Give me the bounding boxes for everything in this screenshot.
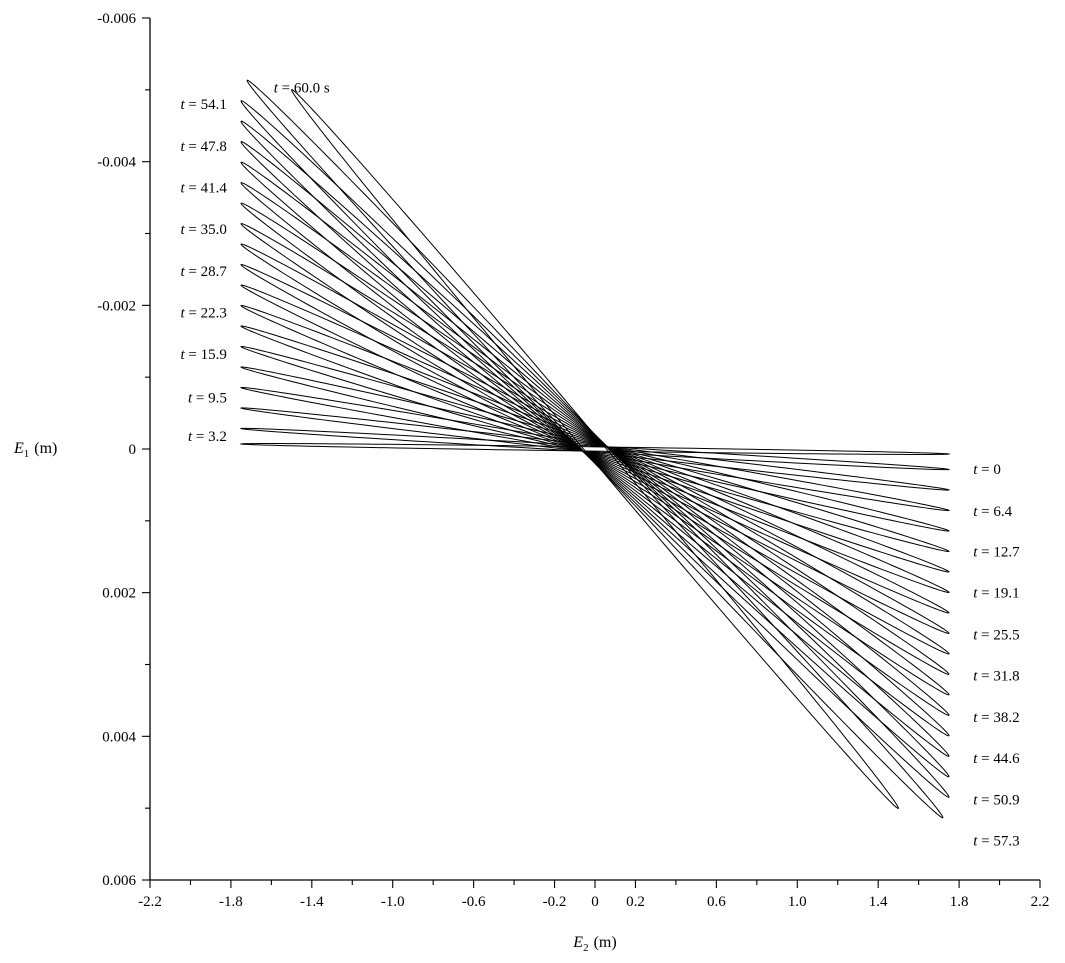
x-axis-unit: (m)	[593, 934, 617, 951]
x-tick-label: 2.2	[1031, 894, 1050, 910]
x-tick-label: -0.2	[543, 894, 567, 910]
orbit-ellipse-t0	[239, 443, 951, 455]
orbit-ellipse-t15.9	[240, 345, 950, 553]
orbit-ellipse-t35	[240, 223, 950, 675]
y-axis-variable: E	[14, 440, 24, 457]
time-label: t = 28.7	[180, 264, 227, 280]
time-label: t = 47.8	[180, 139, 226, 155]
x-axis-title: E2 (m)	[0, 934, 1065, 954]
y-axis-unit: (m)	[34, 440, 58, 457]
x-tick-label: 0.2	[626, 894, 645, 910]
y-tick-label: -0.006	[97, 11, 136, 27]
time-label: t = 15.9	[180, 347, 226, 363]
orbit-ellipse-t31.8	[240, 243, 950, 655]
orbit-ellipse-t6.4	[240, 407, 950, 491]
x-tick-label: -2.2	[138, 894, 162, 910]
orbit-ellipse-t60	[291, 88, 899, 810]
x-tick-label: 1.8	[950, 894, 969, 910]
time-label: t = 57.3	[973, 833, 1019, 849]
orbit-ellipse-t41.4	[240, 182, 950, 716]
orbit-ellipse-t25.5	[240, 284, 950, 614]
y-tick-label: -0.004	[97, 155, 136, 171]
time-label: t = 31.8	[973, 668, 1019, 684]
x-tick-label: 1.0	[788, 894, 807, 910]
orbit-ellipse-t28.7	[240, 264, 950, 634]
time-label: t = 25.5	[973, 627, 1019, 643]
orbit-ellipse-t44.6	[240, 161, 950, 737]
orbit-ellipse-t57.3	[246, 79, 944, 819]
time-label: t = 19.1	[973, 586, 1019, 602]
orbit-ellipse-t47.8	[240, 141, 950, 757]
orbit-ellipse-t19.1	[240, 325, 950, 573]
orbit-ellipse-t3.2	[239, 427, 951, 471]
time-label: t = 3.2	[188, 429, 227, 445]
time-label: t = 9.5	[188, 390, 227, 406]
x-tick-label: 1.4	[869, 894, 888, 910]
y-tick-label: 0.002	[102, 586, 136, 602]
orbit-ellipse-t22.3	[240, 305, 950, 593]
x-tick-label: -1.4	[300, 894, 324, 910]
orbit-ellipse-t54.1	[240, 100, 950, 798]
time-label: t = 35.0	[180, 222, 226, 238]
time-label: t = 38.2	[973, 710, 1019, 726]
x-axis-subscript: 2	[583, 942, 589, 955]
time-label: t = 41.4	[180, 181, 227, 197]
time-label: t = 22.3	[180, 306, 226, 322]
x-tick-label: 0.6	[707, 894, 726, 910]
time-label: t = 6.4	[973, 504, 1012, 520]
time-label: t = 54.1	[180, 97, 226, 113]
y-tick-label: 0.004	[102, 729, 136, 745]
orbit-ellipse-t38.2	[240, 202, 950, 696]
x-tick-label: -0.6	[462, 894, 486, 910]
y-axis-subscript: 1	[23, 448, 30, 461]
x-axis-variable: E	[573, 934, 584, 951]
time-label: t = 50.9	[973, 793, 1019, 809]
orbit-ellipse-t12.7	[240, 366, 950, 532]
y-axis-title: E1 (m)	[14, 440, 57, 460]
x-tick-label: -1.8	[219, 894, 243, 910]
time-label: t = 44.6	[973, 751, 1020, 767]
orbit-ellipse-t9.5	[240, 386, 950, 512]
y-tick-label: 0	[129, 442, 137, 458]
time-label: t = 0	[973, 462, 1001, 478]
y-tick-label: 0.006	[102, 873, 136, 889]
time-label: t = 12.7	[973, 545, 1020, 561]
x-tick-label: -1.0	[381, 894, 405, 910]
orbit-ellipse-t50.9	[240, 120, 950, 778]
x-tick-label: 0	[591, 894, 599, 910]
time-label: t = 60.0 s	[274, 81, 330, 97]
y-tick-label: -0.002	[97, 298, 136, 314]
